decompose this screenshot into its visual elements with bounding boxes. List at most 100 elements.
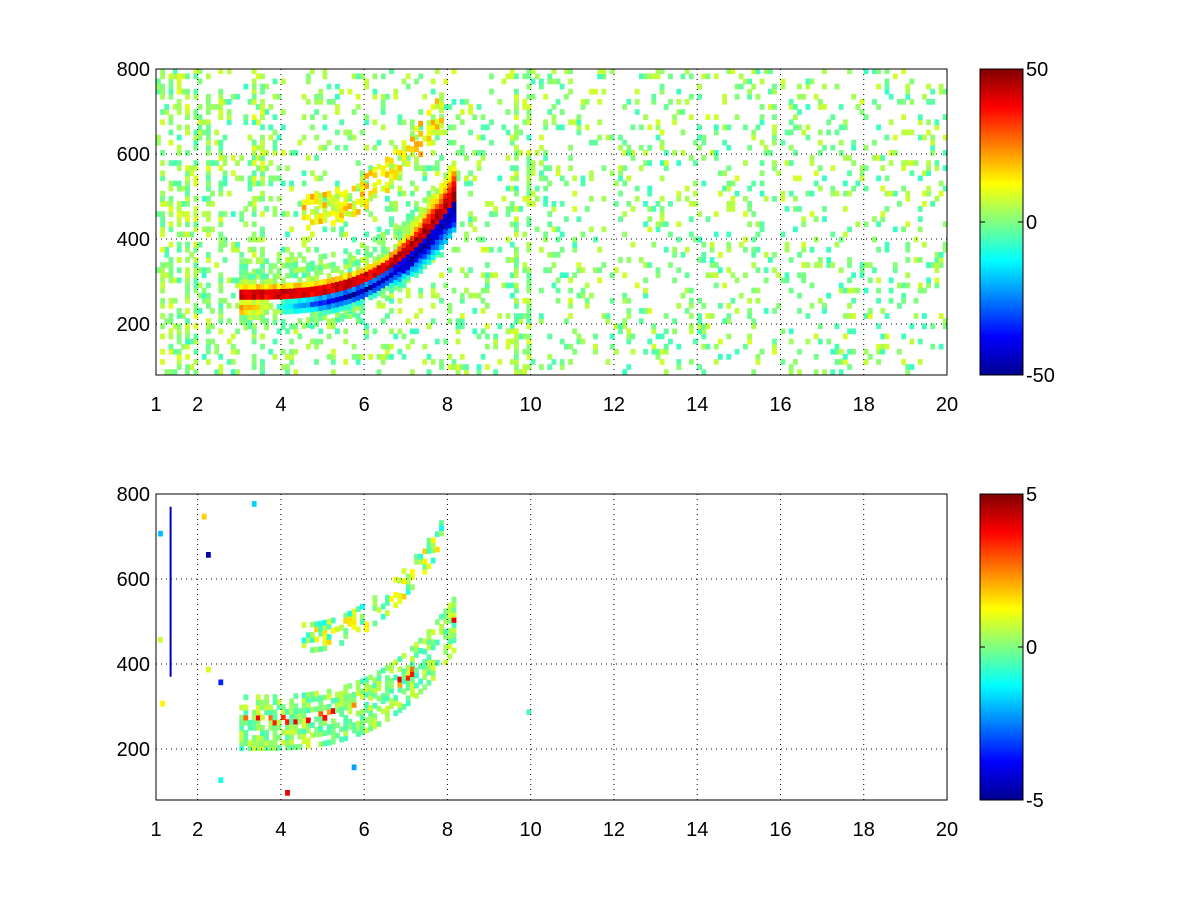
heatmap-cell xyxy=(526,175,532,182)
heatmap-cell xyxy=(305,296,311,303)
heatmap-cell xyxy=(522,313,528,319)
heatmap-cell xyxy=(768,257,773,263)
heatmap-cell xyxy=(526,155,532,161)
heatmap-cell xyxy=(160,359,165,365)
heatmap-cell xyxy=(414,185,419,192)
heatmap-cell xyxy=(676,160,682,166)
heatmap-cell xyxy=(285,308,290,315)
heatmap-cell xyxy=(709,313,715,319)
heatmap-cell xyxy=(364,144,369,151)
heatmap-cell xyxy=(318,295,324,301)
heatmap-cell xyxy=(455,323,461,330)
heatmap-cell xyxy=(680,150,686,156)
top-grid xyxy=(156,69,947,375)
heatmap-cell xyxy=(260,283,265,290)
heatmap-cell xyxy=(380,252,386,258)
heatmap-cell xyxy=(176,354,182,360)
heatmap-cell xyxy=(314,270,319,276)
heatmap-cell xyxy=(322,207,328,213)
heatmap-cell xyxy=(176,313,182,319)
heatmap-cell xyxy=(310,69,315,75)
heatmap-cell xyxy=(930,139,936,146)
heatmap-cell xyxy=(401,145,407,151)
heatmap-cell xyxy=(251,354,257,360)
heatmap-cell xyxy=(276,308,282,314)
heatmap-cell xyxy=(484,364,490,370)
heatmap-cell xyxy=(289,272,294,279)
heatmap-cell xyxy=(418,257,424,264)
heatmap-cell xyxy=(368,695,374,701)
heatmap-cell xyxy=(347,287,353,294)
heatmap-cell xyxy=(543,267,548,273)
heatmap-cell xyxy=(247,725,253,731)
heatmap-cell xyxy=(784,206,790,212)
heatmap-cell xyxy=(243,273,249,280)
heatmap-cell xyxy=(747,93,752,100)
heatmap-cell xyxy=(301,170,307,177)
heatmap-cell xyxy=(293,348,299,355)
heatmap-cell xyxy=(922,313,927,319)
heatmap-cell xyxy=(326,704,332,710)
heatmap-cell xyxy=(372,182,378,189)
heatmap-cell xyxy=(305,246,311,253)
heatmap-cell xyxy=(630,155,636,161)
heatmap-cell xyxy=(405,685,411,691)
heatmap-cell xyxy=(385,594,390,601)
heatmap-cell xyxy=(368,720,374,727)
heatmap-cell xyxy=(880,343,886,350)
heatmap-cell xyxy=(255,299,261,305)
heatmap-cell xyxy=(942,246,947,253)
heatmap-cell xyxy=(834,323,840,330)
heatmap-cell xyxy=(301,114,307,120)
heatmap-cell xyxy=(526,201,532,207)
heatmap-cell xyxy=(372,595,378,601)
heatmap-cell xyxy=(326,323,332,330)
heatmap-cell xyxy=(430,303,436,309)
heatmap-cell xyxy=(880,155,886,161)
heatmap-cell xyxy=(318,338,324,345)
heatmap-cell xyxy=(193,282,199,289)
heatmap-cell xyxy=(326,283,332,289)
heatmap-cell xyxy=(347,252,353,258)
heatmap-cell xyxy=(930,201,936,207)
heatmap-cell xyxy=(697,144,702,151)
heatmap-cell xyxy=(489,139,494,146)
heatmap-cell xyxy=(255,694,261,701)
heatmap-cell xyxy=(455,170,461,177)
heatmap-cell xyxy=(547,73,553,80)
heatmap-cell xyxy=(759,170,765,177)
heatmap-cell xyxy=(255,740,261,746)
heatmap-cell xyxy=(172,160,178,166)
heatmap-cell xyxy=(434,546,440,553)
heatmap-cell xyxy=(626,338,632,345)
heatmap-cell xyxy=(842,155,848,161)
heatmap-cell xyxy=(751,262,757,268)
heatmap-cell xyxy=(551,104,557,110)
heatmap-cell xyxy=(443,203,449,209)
heatmap-cell xyxy=(326,190,332,197)
heatmap-cell xyxy=(530,78,536,85)
heatmap-cell xyxy=(472,175,478,182)
heatmap-cell xyxy=(322,294,328,300)
heatmap-cell xyxy=(230,93,236,100)
heatmap-cell xyxy=(655,333,661,340)
heatmap-cell xyxy=(272,319,278,325)
heatmap-cell xyxy=(289,698,294,705)
sparse-point xyxy=(526,709,532,715)
heatmap-cell xyxy=(593,139,598,146)
heatmap-cell xyxy=(443,197,449,204)
heatmap-cell xyxy=(172,369,178,375)
heatmap-cell xyxy=(405,161,411,167)
heatmap-cell xyxy=(568,165,573,171)
heatmap-cell xyxy=(314,696,319,702)
heatmap-cell xyxy=(347,134,353,141)
heatmap-cell xyxy=(405,695,411,702)
heatmap-cell xyxy=(443,223,449,230)
heatmap-cell xyxy=(293,718,299,725)
heatmap-cell xyxy=(855,221,861,228)
heatmap-cell xyxy=(260,83,265,90)
heatmap-cell xyxy=(251,144,257,151)
heatmap-cell xyxy=(301,622,307,628)
heatmap-cell xyxy=(289,293,294,299)
heatmap-cell xyxy=(335,291,340,298)
